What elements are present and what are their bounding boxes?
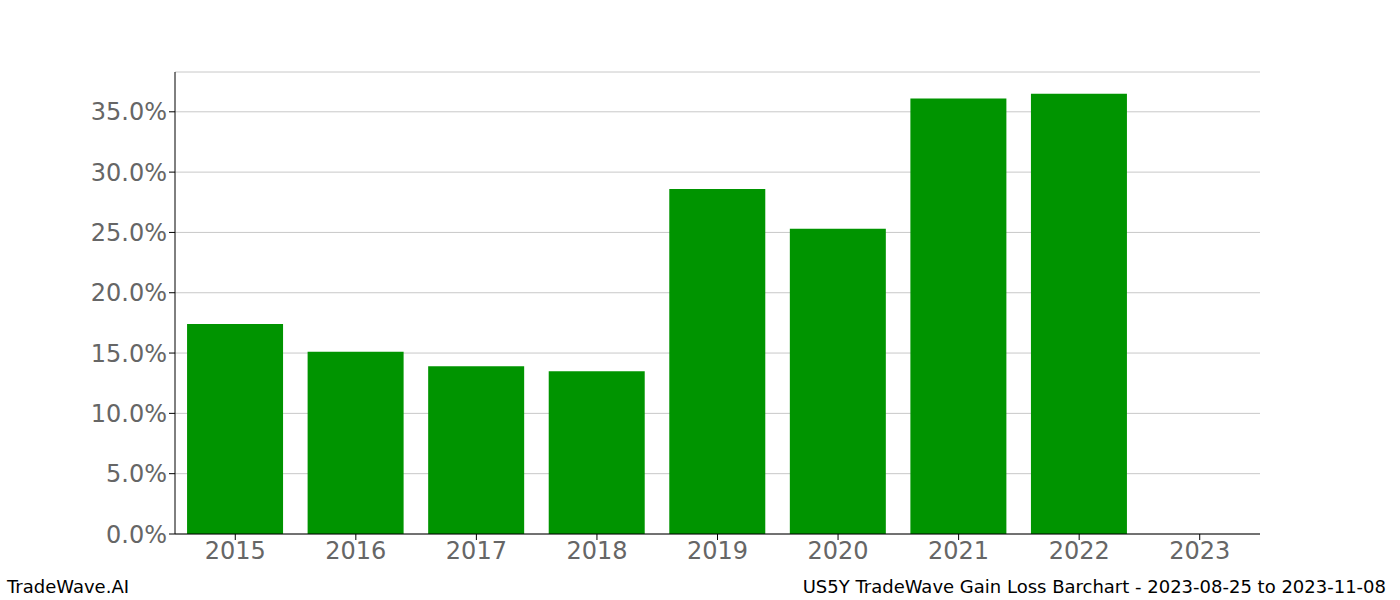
svg-text:2017: 2017 <box>446 537 507 565</box>
svg-text:20.0%: 20.0% <box>91 279 167 307</box>
svg-text:2022: 2022 <box>1049 537 1110 565</box>
svg-text:15.0%: 15.0% <box>91 340 167 368</box>
svg-text:2020: 2020 <box>808 537 869 565</box>
svg-text:2019: 2019 <box>687 537 748 565</box>
svg-text:30.0%: 30.0% <box>91 159 167 187</box>
svg-text:2016: 2016 <box>325 537 386 565</box>
svg-text:2023: 2023 <box>1169 537 1230 565</box>
svg-text:25.0%: 25.0% <box>91 219 167 247</box>
svg-text:2021: 2021 <box>928 537 989 565</box>
svg-text:10.0%: 10.0% <box>91 400 167 428</box>
svg-text:35.0%: 35.0% <box>91 98 167 126</box>
svg-text:0.0%: 0.0% <box>106 521 167 549</box>
svg-text:2015: 2015 <box>205 537 266 565</box>
html-text:US5Y TradeWave Gain Loss Barch: US5Y TradeWave Gain Loss Barchart - 2023… <box>802 576 1386 597</box>
html-text:TradeWave.AI: TradeWave.AI <box>7 576 129 597</box>
svg-text:5.0%: 5.0% <box>106 460 167 488</box>
svg-text:2018: 2018 <box>566 537 627 565</box>
